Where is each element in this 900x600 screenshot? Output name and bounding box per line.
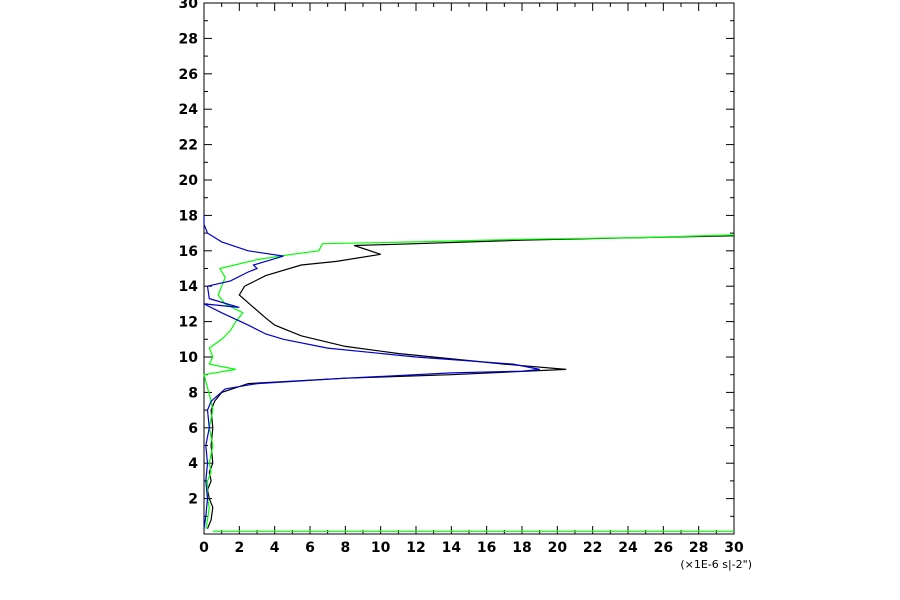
x-tick-label: 8 [340, 540, 350, 556]
y-tick-label: 24 [179, 102, 199, 118]
y-tick-label: 20 [179, 173, 199, 189]
y-tick-label: 18 [179, 208, 198, 224]
x-tick-label: 30 [724, 540, 744, 556]
tick-marks [203, 2, 735, 535]
x-tick-label: 16 [477, 540, 496, 556]
x-tick-label: 4 [270, 540, 280, 556]
series-line-3 [203, 215, 540, 529]
x-tick-label: 0 [199, 540, 209, 556]
x-tick-label: 2 [234, 540, 244, 556]
x-tick-label: 28 [689, 540, 708, 556]
y-tick-label: 30 [179, 0, 199, 12]
tick-labels: 0 2 4 6 8 10 12 14 16 18 20 22 24 26 28 302468101214161… [179, 0, 744, 556]
series-group [203, 215, 735, 532]
x-tick-label: 10 [371, 540, 391, 556]
x-tick-label: 6 [305, 540, 315, 556]
y-tick-label: 16 [179, 244, 198, 260]
plot-area [203, 2, 735, 535]
x-tick-label: 22 [583, 540, 602, 556]
x-tick-label: 14 [442, 540, 462, 556]
y-tick-label: 14 [179, 279, 199, 295]
y-tick-label: 2 [188, 492, 198, 508]
x-tick-label: 20 [548, 540, 568, 556]
y-tick-label: 10 [179, 350, 199, 366]
x-unit-label: (×1E-6 s|-2") [680, 558, 752, 571]
series-line-2 [203, 234, 735, 529]
y-tick-label: 26 [179, 67, 198, 83]
x-tick-label: 18 [512, 540, 531, 556]
y-tick-label: 22 [179, 138, 198, 154]
x-tick-label: 26 [654, 540, 673, 556]
x-tick-label: 12 [406, 540, 425, 556]
x-tick-label: 24 [618, 540, 638, 556]
y-tick-label: 28 [179, 31, 198, 47]
y-tick-label: 12 [179, 315, 198, 331]
y-tick-label: 6 [188, 421, 198, 437]
y-tick-label: 8 [188, 385, 198, 401]
y-tick-label: 4 [188, 456, 198, 472]
